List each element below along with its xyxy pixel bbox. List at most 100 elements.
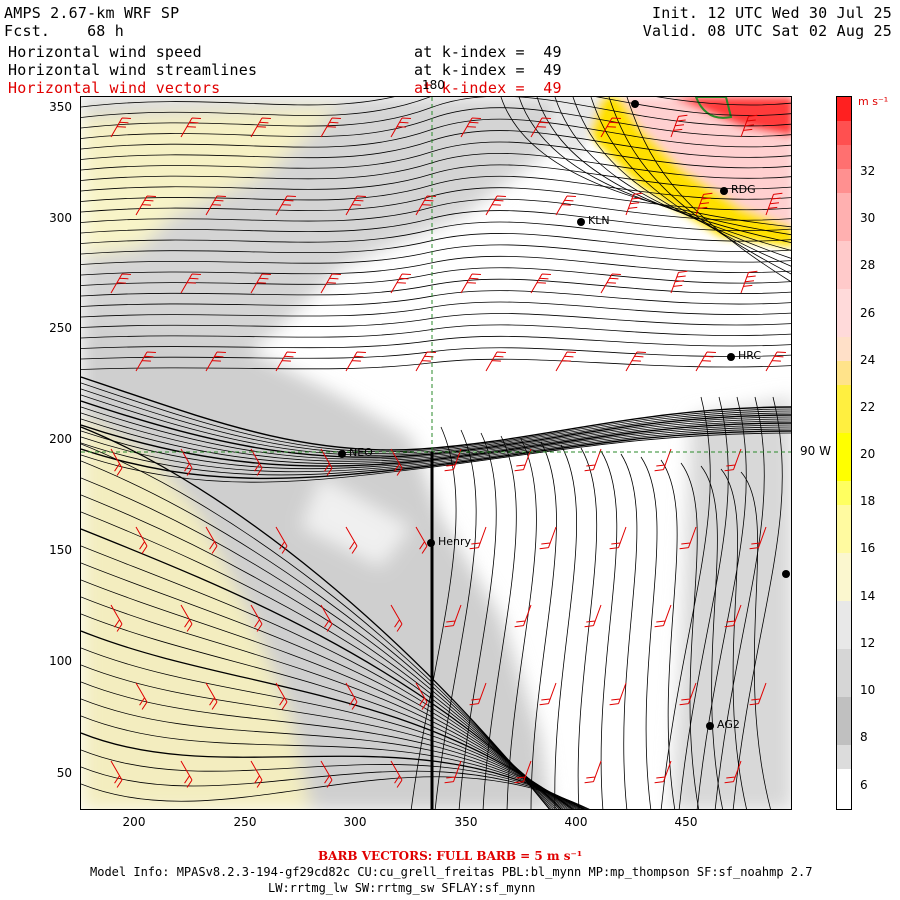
field-vectors-name: Horizontal wind vectors bbox=[8, 79, 221, 97]
station-marker bbox=[577, 218, 585, 226]
wind-barb bbox=[275, 526, 288, 554]
wind-barb bbox=[539, 682, 557, 706]
cb-swatch-32 bbox=[837, 145, 851, 169]
streamline bbox=[640, 456, 658, 809]
cb-tick-14: 14 bbox=[860, 589, 876, 603]
speed-zone-yellow-south bbox=[81, 417, 311, 809]
station-marker bbox=[727, 353, 735, 361]
wind-barb bbox=[205, 195, 226, 216]
init-time: Init. 12 UTC Wed 30 Jul 25 bbox=[652, 4, 892, 22]
streamline bbox=[81, 422, 791, 467]
cb-tick-24: 24 bbox=[860, 353, 876, 367]
streamline bbox=[81, 376, 791, 451]
cb-swatch-12 bbox=[837, 649, 851, 697]
wind-barb bbox=[609, 682, 627, 706]
streamline bbox=[81, 255, 791, 276]
streamline bbox=[620, 453, 638, 809]
cb-swatch-28 bbox=[837, 241, 851, 289]
model-info-line-1: Model Info: MPASv8.2.3-194-gf29cd82c CU:… bbox=[90, 865, 813, 879]
wind-barb bbox=[110, 117, 131, 138]
streamline bbox=[434, 429, 477, 809]
streamline bbox=[81, 221, 791, 244]
coastline bbox=[694, 97, 733, 119]
cb-tick-28: 28 bbox=[860, 258, 876, 272]
streamline bbox=[81, 210, 791, 234]
cb-swatch-25 bbox=[837, 337, 851, 361]
streamline bbox=[81, 400, 791, 458]
streamline bbox=[81, 233, 791, 255]
streamline bbox=[81, 412, 791, 462]
wind-barb bbox=[460, 117, 481, 138]
streamline bbox=[81, 394, 791, 456]
streamline bbox=[81, 97, 791, 118]
streamline bbox=[81, 406, 791, 460]
streamline bbox=[81, 198, 791, 223]
streamline bbox=[732, 396, 783, 809]
wind-barb bbox=[609, 526, 627, 550]
streamline bbox=[600, 450, 618, 809]
station-marker bbox=[427, 539, 435, 547]
wind-barb bbox=[180, 273, 201, 294]
streamline bbox=[81, 335, 791, 349]
streamline bbox=[530, 441, 557, 809]
y-tick-350: 350 bbox=[49, 100, 72, 114]
field-vectors-level: at k-index = 49 bbox=[414, 79, 562, 97]
streamline bbox=[81, 426, 551, 809]
valid-time: Valid. 08 UTC Sat 02 Aug 25 bbox=[642, 22, 892, 40]
wind-barb bbox=[765, 192, 783, 216]
wind-barb bbox=[485, 195, 506, 216]
streamline bbox=[81, 732, 585, 809]
streamline bbox=[81, 175, 791, 202]
wind-barb bbox=[514, 604, 532, 628]
field-streamlines-level: at k-index = 49 bbox=[414, 61, 562, 79]
cb-swatch-31 bbox=[837, 169, 851, 193]
wind-barb bbox=[320, 117, 341, 138]
cb-swatch-27 bbox=[837, 289, 851, 337]
wind-barb bbox=[250, 760, 263, 788]
wind-barb bbox=[250, 117, 271, 138]
streamline bbox=[81, 477, 556, 809]
speed-zone-gray-east bbox=[671, 397, 791, 809]
map-plot bbox=[80, 96, 792, 810]
cb-swatch-6 bbox=[837, 769, 851, 809]
wind-barb bbox=[345, 682, 358, 710]
streamline bbox=[482, 435, 517, 809]
wind-barb bbox=[695, 351, 716, 372]
y-tick-300: 300 bbox=[49, 211, 72, 225]
streamline bbox=[81, 562, 566, 809]
streamline bbox=[81, 424, 791, 470]
streamline bbox=[81, 301, 791, 318]
cb-tick-20: 20 bbox=[860, 447, 876, 461]
station-marker bbox=[782, 570, 790, 578]
streamline bbox=[81, 630, 574, 809]
streamline bbox=[81, 494, 558, 809]
wind-barb bbox=[320, 604, 333, 632]
x-tick-450: 450 bbox=[674, 815, 698, 829]
wind-barb bbox=[765, 351, 786, 372]
cb-tick-32: 32 bbox=[860, 164, 876, 178]
cb-swatch-30 bbox=[837, 193, 851, 241]
wind-barb bbox=[469, 526, 487, 550]
streamline bbox=[626, 97, 791, 283]
streamline bbox=[81, 545, 564, 809]
streamline bbox=[81, 324, 791, 339]
wind-barb bbox=[205, 526, 218, 554]
cb-swatch-14 bbox=[837, 601, 851, 649]
streamline bbox=[81, 664, 577, 809]
station-marker bbox=[720, 187, 728, 195]
cb-tick-8: 8 bbox=[860, 730, 868, 744]
streamline bbox=[554, 97, 791, 251]
wind-barb bbox=[135, 526, 148, 554]
wind-barb bbox=[135, 195, 156, 216]
wind-barb bbox=[600, 273, 621, 294]
streamline bbox=[500, 97, 791, 228]
wind-barb bbox=[600, 117, 621, 138]
cb-swatch-8 bbox=[837, 745, 851, 769]
cb-swatch-23 bbox=[837, 385, 851, 433]
wind-barb bbox=[250, 604, 263, 632]
wind-barb bbox=[485, 351, 506, 372]
wind-barb bbox=[584, 760, 602, 784]
cb-swatch-33 bbox=[837, 121, 851, 145]
wind-barb bbox=[530, 117, 551, 138]
model-title: AMPS 2.67-km WRF SP bbox=[4, 4, 180, 22]
